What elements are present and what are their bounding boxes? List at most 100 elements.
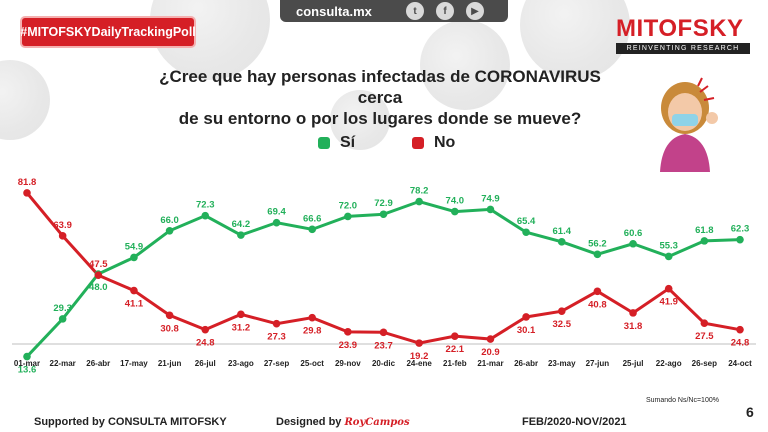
data-label: 60.6 [624, 228, 643, 239]
sick-person-illustration [660, 77, 718, 172]
chart-title: ¿Cree que hay personas infectadas de COR… [159, 67, 601, 128]
data-label: 13.6 [18, 365, 37, 376]
data-label: 31.8 [624, 321, 643, 332]
data-label: 72.0 [339, 200, 358, 211]
x-tick-label: 26-abr [514, 359, 538, 368]
data-point [308, 225, 317, 234]
data-label: 69.4 [267, 207, 286, 218]
virus-decoration [330, 90, 390, 150]
data-point [629, 309, 637, 317]
data-point [308, 313, 317, 322]
data-point [23, 352, 31, 361]
data-label: 65.4 [517, 216, 536, 227]
data-point [415, 339, 423, 347]
data-point [201, 211, 210, 220]
data-label: 47.5 [89, 259, 108, 270]
data-point [486, 205, 495, 214]
x-tick-label: 26-jul [195, 359, 216, 368]
data-point [736, 325, 744, 334]
data-point [272, 319, 281, 328]
data-point [165, 311, 174, 320]
data-label: 27.5 [695, 331, 714, 342]
x-tick-label: 27-jun [586, 359, 610, 368]
data-point [415, 197, 423, 206]
data-point [486, 335, 495, 343]
page-number: 6 [746, 404, 754, 420]
hashtag-badge: #MITOFSKYDailyTrackingPoll [20, 18, 196, 46]
data-label: 74.9 [481, 193, 500, 204]
legend-si-swatch [318, 137, 330, 149]
data-point [344, 328, 352, 336]
data-label: 72.3 [196, 200, 215, 211]
data-point [58, 315, 67, 323]
x-tick-label: 25-oct [300, 359, 324, 368]
data-point [700, 319, 709, 328]
x-tick-label: 29-nov [335, 359, 361, 368]
data-point [736, 235, 744, 244]
facebook-icon[interactable]: f [436, 2, 454, 20]
x-tick-label: 23-ago [228, 359, 254, 368]
data-label: 19.2 [410, 351, 429, 362]
x-tick-label: 20-dic [372, 359, 396, 368]
x-tick-label: 21-feb [443, 359, 467, 368]
twitter-icon[interactable]: t [406, 2, 424, 20]
data-label: 29.8 [303, 326, 322, 337]
data-point [130, 253, 138, 262]
data-label: 23.7 [374, 340, 393, 351]
x-tick-label: 26-abr [86, 359, 110, 368]
data-point [130, 286, 138, 295]
x-tick-label: 27-sep [264, 359, 289, 368]
top-bar: consulta.mx t f ▶ [280, 0, 508, 22]
x-tick-label: 21-jun [158, 359, 182, 368]
legend-no: No [412, 134, 455, 152]
brand-tagline: REINVENTING RESEARCH [616, 43, 750, 54]
data-point [379, 210, 388, 219]
data-point [94, 271, 103, 280]
data-point [522, 228, 530, 237]
legend-no-label: No [434, 134, 456, 151]
data-point [272, 218, 281, 227]
supported-by: Supported by CONSULTA MITOFSKY [34, 416, 227, 428]
x-tick-label: 24-oct [728, 359, 752, 368]
brand-name: MITOFSKY [616, 15, 744, 42]
data-point [451, 207, 459, 216]
data-point [664, 252, 673, 261]
data-point [237, 310, 245, 319]
site-link[interactable]: consulta.mx [296, 3, 372, 19]
youtube-icon[interactable]: ▶ [466, 2, 484, 20]
data-label: 61.8 [695, 225, 714, 236]
x-tick-label: 22-ago [656, 359, 682, 368]
data-label: 29.3 [53, 303, 72, 314]
data-label: 62.3 [731, 224, 750, 235]
designer-signature: RoyCampos [344, 417, 410, 428]
designed-by: Designed by RoyCampos [276, 416, 410, 428]
data-label: 32.5 [553, 319, 572, 330]
data-point [557, 307, 566, 316]
data-label: 24.8 [196, 338, 215, 349]
data-label: 30.8 [160, 323, 179, 334]
x-tick-label: 01-mar [14, 359, 40, 368]
legend-si: Sí [318, 134, 355, 152]
data-label: 66.0 [160, 215, 179, 226]
data-point [23, 189, 31, 197]
data-label: 27.3 [267, 332, 286, 343]
legend-si-label: Sí [340, 134, 356, 151]
data-label: 56.2 [588, 238, 607, 249]
data-label: 55.3 [659, 240, 678, 251]
data-point [344, 212, 352, 221]
data-label: 63.9 [53, 220, 72, 231]
data-point [664, 284, 673, 293]
x-tick-label: 22-mar [50, 359, 76, 368]
data-label: 78.2 [410, 186, 429, 197]
x-tick-label: 24-ene [406, 359, 432, 368]
x-tick-label: 26-sep [692, 359, 717, 368]
brand-logo: MITOFSKY REINVENTING RESEARCH [616, 16, 750, 54]
data-label: 24.8 [731, 338, 750, 349]
data-point [557, 238, 566, 246]
data-label: 66.6 [303, 213, 322, 224]
data-point [451, 332, 459, 340]
period: FEB/2020-NOV/2021 [522, 416, 627, 428]
x-tick-label: 21-mar [477, 359, 503, 368]
legend-no-swatch [412, 137, 424, 149]
